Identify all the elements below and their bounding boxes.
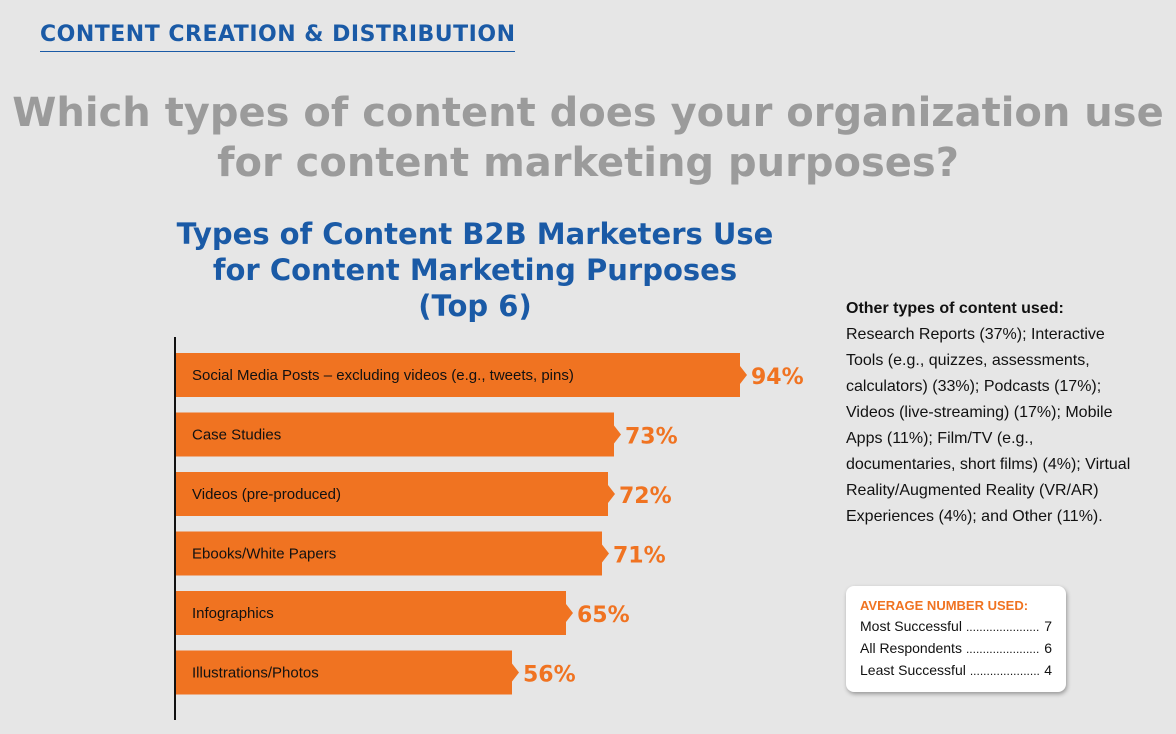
bar-category-label: Ebooks/White Papers — [192, 546, 336, 563]
bar-value-label: 72% — [619, 484, 672, 509]
average-row-value: 4 — [1044, 662, 1052, 678]
bar — [176, 591, 573, 635]
bar — [176, 650, 519, 695]
average-row: Most Successful 7 — [860, 616, 1052, 638]
page-question: Which types of content does your organiz… — [0, 88, 1176, 188]
bar-value-label: 65% — [577, 603, 630, 628]
section-title: CONTENT CREATION & DISTRIBUTION — [40, 22, 516, 52]
bar-category-label: Social Media Posts – excluding videos (e… — [192, 367, 574, 384]
bar-value-label: 56% — [523, 663, 576, 688]
chart-title: Types of Content B2B Marketers Use for C… — [150, 216, 800, 324]
dot-leader — [966, 617, 1040, 638]
question-line-1: Which types of content does your organiz… — [12, 90, 1164, 136]
average-row: Least Successful 4 — [860, 660, 1052, 682]
average-row-value: 6 — [1044, 640, 1052, 656]
bar-value-label: 73% — [625, 425, 678, 450]
chart-title-line-1: Types of Content B2B Marketers Use — [176, 217, 774, 251]
dot-leader — [966, 639, 1040, 660]
bar — [176, 353, 747, 397]
bar-category-label: Illustrations/Photos — [192, 665, 319, 682]
average-number-box: AVERAGE NUMBER USED: Most Successful 7 A… — [846, 586, 1066, 692]
bar-category-label: Infographics — [192, 605, 274, 622]
bar-value-label: 94% — [751, 365, 804, 390]
average-heading: AVERAGE NUMBER USED: — [860, 598, 1029, 613]
other-content-text: Research Reports (37%); Interactive Tool… — [846, 326, 1131, 525]
bar-value-label: 71% — [613, 544, 666, 569]
other-content-heading: Other types of content used: — [846, 300, 1064, 317]
chart-title-line-2: for Content Marketing Purposes — [212, 253, 738, 287]
bar-category-label: Case Studies — [192, 427, 281, 444]
question-line-2: for content marketing purposes? — [217, 140, 959, 186]
bar — [176, 472, 615, 516]
bar-category-label: Videos (pre-produced) — [192, 486, 341, 503]
average-row-label: Most Successful — [860, 618, 962, 634]
other-content-panel: Other types of content used: Research Re… — [846, 300, 1136, 530]
average-row: All Respondents 6 — [860, 638, 1052, 660]
average-row-label: Least Successful — [860, 662, 966, 678]
dot-leader — [970, 661, 1040, 682]
average-row-value: 7 — [1044, 618, 1052, 634]
chart-title-line-3: (Top 6) — [418, 289, 532, 323]
bar — [176, 531, 609, 576]
bar — [176, 412, 621, 457]
average-row-label: All Respondents — [860, 640, 962, 656]
